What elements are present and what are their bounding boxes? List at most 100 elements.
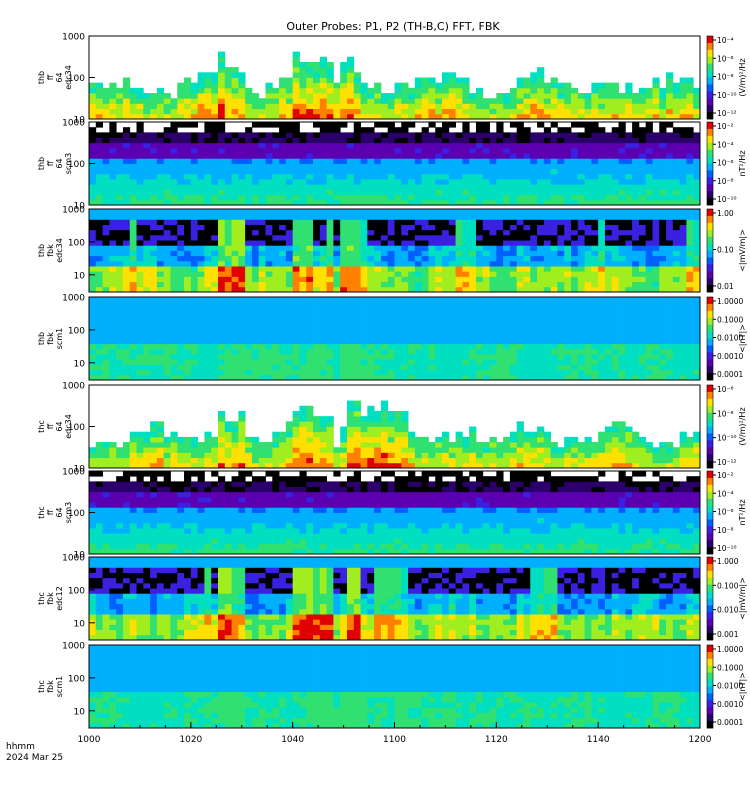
heatmap-cell [340,364,348,371]
heatmap-cell [442,137,450,144]
heatmap-cell [679,163,687,170]
heatmap-cell [645,333,653,339]
heatmap-cell [150,328,158,334]
heatmap-cell [577,312,585,319]
heatmap-cell [360,184,368,190]
heatmap-cell [462,322,470,329]
heatmap-cell [245,132,253,138]
colorbar-segment [707,80,713,85]
heatmap-cell [306,168,314,175]
heatmap-cell [672,158,681,164]
heatmap-cell [394,276,402,283]
heatmap-cell [380,93,389,99]
heatmap-cell [666,224,674,231]
heatmap-cell [217,168,226,175]
heatmap-cell [211,179,219,185]
heatmap-cell [279,108,287,115]
heatmap-cell [245,199,253,206]
heatmap-cell [455,297,463,303]
heatmap-cell [245,245,253,251]
heatmap-cell [197,194,205,201]
heatmap-cell [136,286,144,293]
heatmap-cell [258,312,266,319]
heatmap-cell [143,333,151,339]
heatmap-cell [129,98,137,104]
heatmap-cell [455,312,463,319]
heatmap-cell [543,132,552,138]
heatmap-cell [591,127,599,133]
heatmap-cell [693,224,701,231]
heatmap-cell [482,255,490,262]
heatmap-cell [462,224,470,231]
heatmap-cell [150,286,158,293]
heatmap-cell [557,87,565,94]
heatmap-cell [455,245,463,251]
heatmap-cell [333,122,341,128]
heatmap-cell [428,276,436,283]
heatmap-cell [238,147,246,154]
heatmap-cell [638,132,647,138]
heatmap-cell [340,82,348,89]
heatmap-cell [625,369,633,376]
heatmap-cell [143,307,151,313]
heatmap-cell [89,168,97,175]
heatmap-cell [292,317,300,324]
heatmap-cell [659,194,667,201]
heatmap-cell [292,98,300,104]
heatmap-cell [170,369,178,376]
heatmap-cell [89,297,97,303]
heatmap-cell [679,229,687,236]
heatmap-cell [448,82,456,89]
heatmap-cell [394,348,402,355]
heatmap-cell [475,286,484,293]
heatmap-cell [686,240,694,246]
heatmap-cell [374,255,382,262]
heatmap-cell [503,255,511,262]
heatmap-cell [190,147,199,154]
heatmap-cell [679,209,687,215]
heatmap-cell [190,260,199,267]
heatmap-cell [299,179,307,185]
heatmap-cell [693,281,701,288]
colorbar-segment [707,170,713,175]
panel-label-line: edc34 [55,238,64,263]
heatmap-cell [319,214,328,220]
heatmap-cell [224,359,232,365]
heatmap-cell [537,260,545,267]
heatmap-cell [618,369,626,376]
heatmap-cell [652,255,660,262]
heatmap-cell [584,199,592,206]
heatmap-cell [292,158,300,164]
heatmap-cell [686,168,694,175]
colorbar-tick-label: 1.00 [717,209,734,218]
heatmap-cell [530,158,538,164]
heatmap-cell [638,276,647,283]
heatmap-cell [190,338,199,345]
heatmap-cell [217,103,226,110]
heatmap-cell [645,214,653,220]
heatmap-cell [557,82,565,89]
heatmap-cell [292,163,300,170]
heatmap-cell [313,214,321,220]
heatmap-cell [211,108,219,115]
heatmap-cell [217,184,226,190]
heatmap-cell [659,374,667,381]
heatmap-cell [299,250,307,257]
heatmap-cell [516,364,524,371]
heatmap-cell [204,199,212,206]
heatmap-cell [482,307,490,313]
heatmap-cell [421,214,429,220]
heatmap-cell [122,87,131,94]
heatmap-cell [136,153,144,159]
heatmap-cell [211,77,219,84]
heatmap-cell [360,343,368,350]
heatmap-cell [591,266,599,272]
heatmap-cell [666,158,674,164]
heatmap-cell [102,281,110,288]
heatmap-cell [442,359,450,365]
heatmap-cell [136,255,144,262]
heatmap-cell [313,147,321,154]
heatmap-cell [455,82,463,89]
heatmap-cell [638,364,647,371]
heatmap-cell [537,271,545,277]
